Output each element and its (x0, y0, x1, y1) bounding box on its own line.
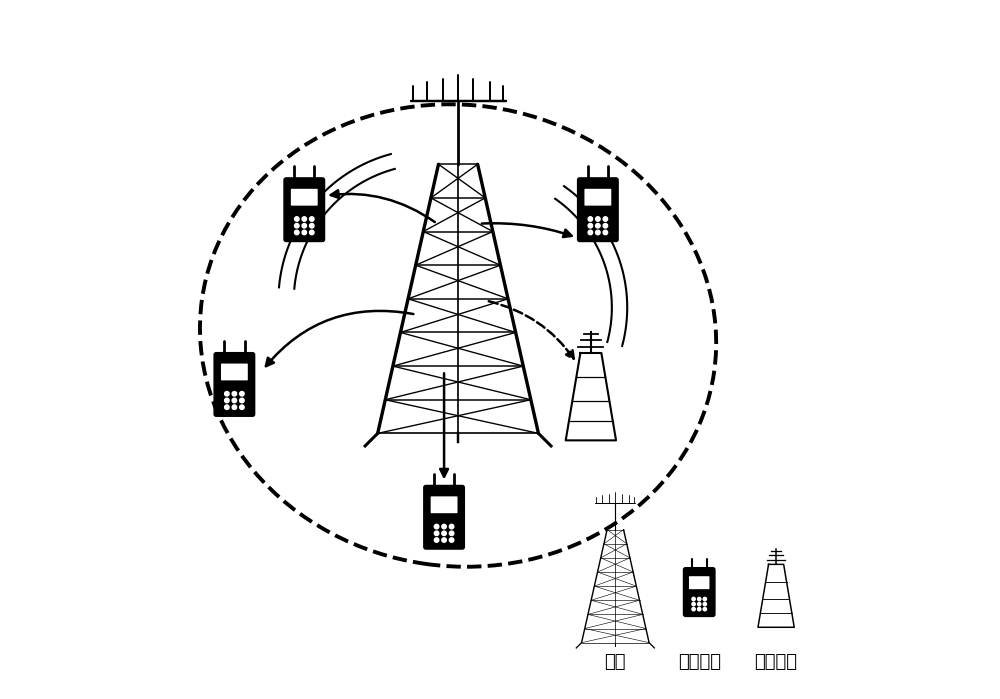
FancyArrowPatch shape (331, 190, 435, 222)
Circle shape (232, 405, 237, 410)
Text: 窃听用户: 窃听用户 (755, 653, 798, 671)
Circle shape (703, 603, 707, 606)
Circle shape (442, 538, 446, 542)
Circle shape (703, 598, 707, 600)
Text: 合法用户: 合法用户 (678, 653, 721, 671)
Circle shape (596, 217, 600, 222)
Text: 基站: 基站 (605, 653, 626, 671)
FancyBboxPatch shape (683, 568, 715, 617)
FancyArrowPatch shape (266, 311, 413, 366)
FancyBboxPatch shape (584, 189, 611, 206)
Circle shape (449, 531, 454, 535)
Circle shape (698, 603, 701, 606)
FancyBboxPatch shape (431, 496, 458, 513)
Circle shape (225, 391, 229, 396)
Circle shape (232, 391, 237, 396)
Circle shape (302, 230, 307, 235)
FancyBboxPatch shape (284, 178, 325, 242)
FancyBboxPatch shape (221, 363, 248, 380)
Circle shape (295, 217, 299, 222)
Circle shape (449, 524, 454, 529)
Circle shape (692, 603, 695, 606)
Circle shape (603, 230, 608, 235)
Circle shape (302, 224, 307, 228)
Circle shape (240, 398, 244, 403)
Circle shape (434, 538, 439, 542)
Circle shape (588, 224, 593, 228)
Circle shape (225, 405, 229, 410)
Polygon shape (566, 353, 616, 440)
Circle shape (603, 224, 608, 228)
Circle shape (596, 230, 600, 235)
Circle shape (295, 224, 299, 228)
Circle shape (310, 217, 314, 222)
Circle shape (310, 230, 314, 235)
Circle shape (232, 398, 237, 403)
Polygon shape (758, 564, 794, 627)
FancyBboxPatch shape (424, 485, 464, 549)
Circle shape (310, 224, 314, 228)
Circle shape (588, 230, 593, 235)
FancyBboxPatch shape (214, 352, 255, 417)
Circle shape (603, 217, 608, 222)
Circle shape (449, 538, 454, 542)
Circle shape (240, 391, 244, 396)
FancyBboxPatch shape (578, 178, 618, 242)
FancyArrowPatch shape (489, 301, 574, 359)
FancyArrowPatch shape (482, 223, 572, 237)
Circle shape (302, 217, 307, 222)
FancyBboxPatch shape (291, 189, 318, 206)
Circle shape (692, 598, 695, 600)
FancyBboxPatch shape (689, 576, 709, 589)
Circle shape (692, 607, 695, 611)
Circle shape (240, 405, 244, 410)
Circle shape (596, 224, 600, 228)
Circle shape (588, 217, 593, 222)
Circle shape (698, 598, 701, 600)
FancyArrowPatch shape (440, 373, 448, 477)
Circle shape (295, 230, 299, 235)
Circle shape (225, 398, 229, 403)
Circle shape (434, 531, 439, 535)
Circle shape (442, 531, 446, 535)
Circle shape (698, 607, 701, 611)
Circle shape (703, 607, 707, 611)
Circle shape (434, 524, 439, 529)
Circle shape (442, 524, 446, 529)
